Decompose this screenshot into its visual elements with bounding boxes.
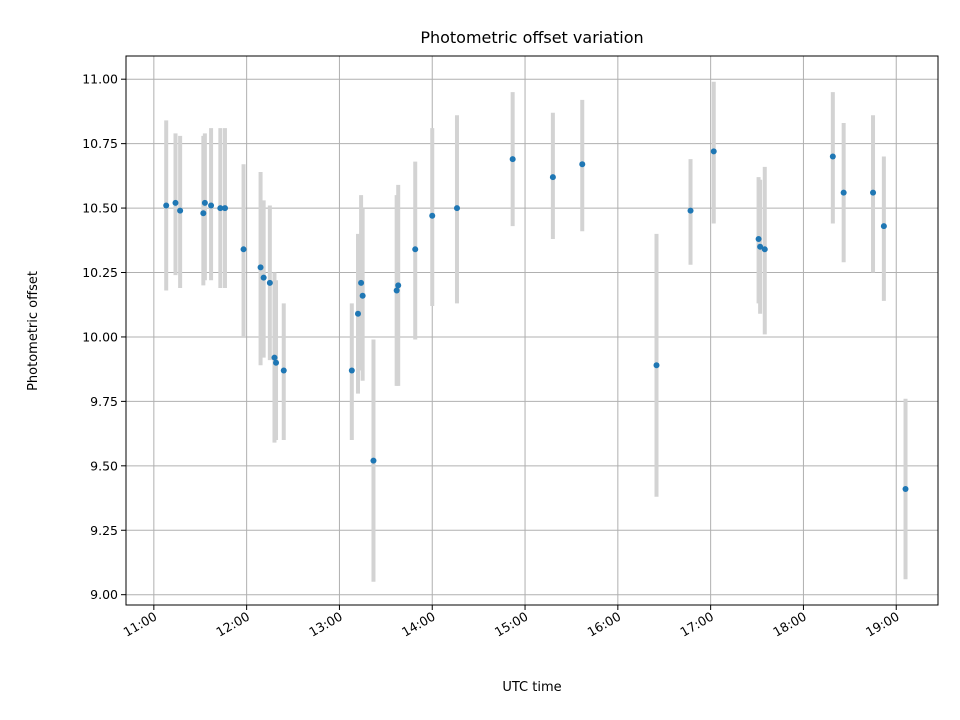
x-tick-label: 18:00 [770, 609, 809, 640]
grid [126, 56, 938, 605]
y-axis: 9.00 9.25 9.50 9.75 10.00 10.25 10.50 10.75 11.0… [82, 72, 126, 602]
data-point [509, 156, 516, 163]
data-point [271, 354, 278, 361]
data-point [201, 199, 208, 206]
data-point [880, 223, 887, 230]
error-bars [164, 81, 908, 582]
data-point [273, 359, 280, 366]
x-tick-label: 17:00 [677, 609, 716, 640]
data-point [870, 189, 877, 196]
data-point [429, 212, 436, 219]
data-point [260, 274, 267, 281]
chart-title: Photometric offset variation [420, 28, 643, 47]
data-point [240, 246, 247, 253]
data-point [280, 367, 287, 374]
data-point [163, 202, 170, 209]
data-point [358, 279, 365, 286]
data-point [200, 210, 207, 217]
x-axis-label: UTC time [502, 680, 561, 695]
data-point [453, 205, 460, 212]
x-tick-label: 14:00 [399, 609, 438, 640]
data-points [163, 148, 909, 493]
data-point [755, 236, 762, 242]
data-point [412, 246, 419, 253]
x-tick-label: 19:00 [863, 609, 902, 640]
data-point [549, 174, 556, 181]
data-point [208, 202, 215, 209]
y-tick-label: 10.00 [82, 329, 118, 344]
data-point [177, 207, 184, 214]
x-tick-label: 16:00 [585, 609, 624, 640]
y-tick-label: 9.75 [90, 394, 118, 409]
y-tick-label: 10.50 [82, 201, 118, 216]
x-tick-label: 11:00 [121, 609, 160, 640]
data-point [359, 292, 366, 299]
data-point [653, 362, 660, 369]
y-tick-label: 10.75 [82, 136, 118, 151]
y-tick-label: 10.25 [82, 265, 118, 280]
data-point [217, 205, 224, 212]
x-tick-label: 15:00 [492, 609, 531, 640]
y-tick-label: 11.00 [82, 72, 118, 87]
x-tick-label: 13:00 [306, 609, 345, 640]
x-tick-label: 12:00 [213, 609, 252, 640]
data-point [579, 161, 586, 168]
y-axis-label: Photometric offset [26, 271, 41, 391]
data-point [266, 279, 273, 286]
data-point [257, 264, 264, 271]
data-point [757, 243, 764, 250]
data-point [370, 457, 377, 464]
data-point [221, 205, 228, 212]
data-point [687, 207, 694, 214]
data-point [348, 367, 355, 374]
x-axis: 11:00 12:00 13:00 14:00 15:00 16:00 17:00 18:00… [121, 605, 902, 640]
data-point [902, 486, 909, 493]
data-point [710, 148, 717, 155]
y-tick-label: 9.25 [90, 523, 118, 538]
data-point [829, 153, 836, 160]
y-tick-label: 9.00 [90, 587, 118, 602]
y-tick-label: 9.50 [90, 458, 118, 473]
plot-frame [125, 55, 939, 606]
data-point [840, 189, 847, 196]
data-point [395, 282, 402, 289]
data-point [393, 287, 400, 294]
data-point [355, 310, 361, 317]
data-point [172, 199, 179, 206]
data-point [761, 246, 768, 253]
